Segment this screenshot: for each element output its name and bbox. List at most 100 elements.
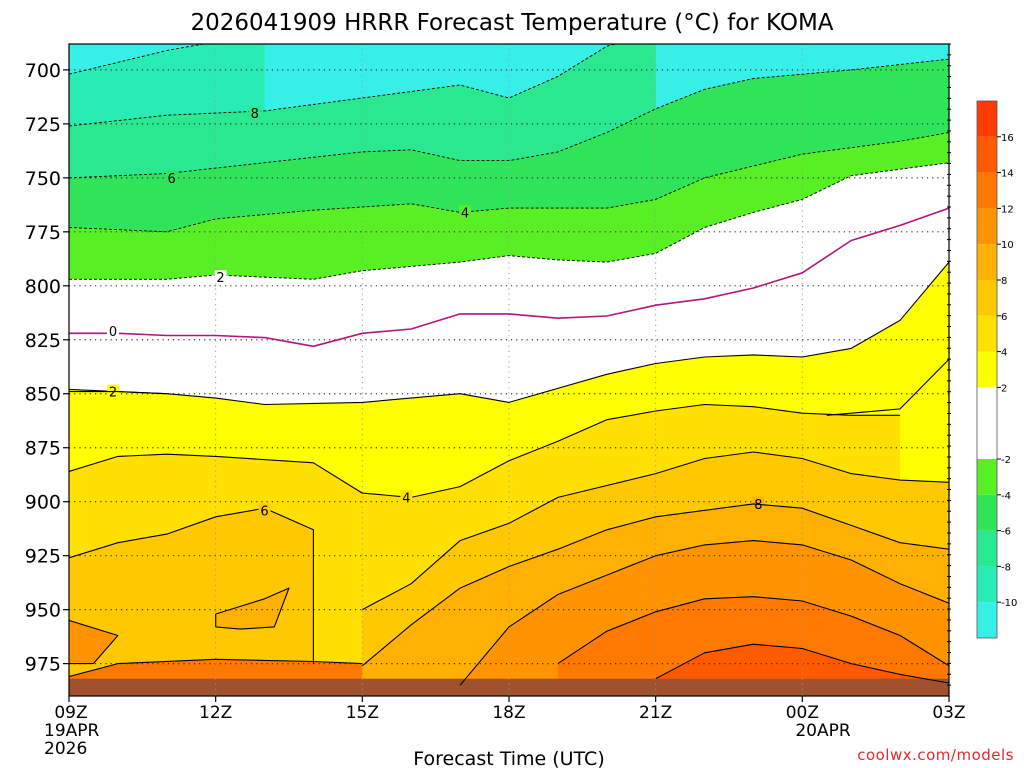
colorbar-label: 16	[1001, 133, 1014, 144]
contour-line-4	[69, 403, 901, 498]
contour-label-2: 2	[109, 386, 117, 401]
y-tick-label-775: 775	[25, 222, 61, 244]
colorbar-label: -4	[1001, 491, 1011, 502]
x-tick-sublabel: 19APR	[44, 721, 100, 741]
contour-line-m10	[69, 44, 207, 75]
contour-line-6	[69, 507, 314, 664]
colorbar-label: -6	[1001, 527, 1011, 538]
y-tick-label-750: 750	[25, 168, 61, 190]
colorbar-bin	[977, 101, 997, 137]
colorbar-label: -2	[1001, 455, 1011, 466]
colorbar-label: 6	[1001, 312, 1007, 323]
contour-label-m8: 8	[251, 107, 259, 122]
colorbar-bin	[977, 494, 997, 531]
colorbar-frame	[976, 100, 998, 639]
colorbar-bin	[977, 172, 997, 209]
contour-label-bg-0	[107, 324, 119, 338]
y-tick-label-700: 700	[25, 60, 61, 82]
band-fill-10	[69, 620, 118, 696]
colorbar-label: 8	[1001, 276, 1007, 287]
contour-label-bg-m8	[248, 106, 261, 120]
y-tick-label-900: 900	[25, 492, 61, 514]
colorbar-bin	[977, 566, 997, 603]
colorbar: 16 14 12 10 8 6 4 2 -2 -4 -6 -8 -10	[976, 100, 1017, 639]
contour-label-0: 0	[109, 325, 117, 340]
colorbar-bin	[977, 387, 997, 459]
colorbar-label: -8	[1001, 562, 1011, 573]
contour-label-m4: 4	[461, 206, 469, 221]
contour-line-10	[459, 540, 949, 686]
contour-label-6: 6	[260, 504, 268, 519]
contour-line-m8	[69, 44, 617, 127]
x-tick-label-18Z: 18Z	[492, 703, 525, 723]
colorbar-bin	[977, 530, 997, 567]
colorbar-bin	[977, 602, 997, 638]
contour-label-bg-8	[752, 496, 765, 510]
chart-title: 2026041909 HRRR Forecast Temperature (°C…	[190, 10, 833, 36]
frame-right-ticks	[947, 43, 951, 686]
x-tick-label-12Z: 12Z	[199, 703, 232, 723]
contour-label-8: 8	[754, 498, 762, 513]
contour-lines: 8 6 4 2 0 2 4 6 8	[69, 44, 949, 686]
contour-line-2	[826, 358, 949, 416]
colorbar-label: 14	[1001, 169, 1014, 180]
x-tick-label-21Z: 21Z	[639, 703, 672, 723]
colorbar-bin	[977, 351, 997, 388]
contour-label-bg-m2	[214, 270, 227, 284]
contour-label-bg-4	[400, 490, 413, 504]
contour-label-bg-m6	[165, 170, 178, 184]
contour-label-bg-6	[258, 503, 271, 517]
colorbar-bin	[977, 315, 997, 352]
ground-strip	[69, 678, 949, 696]
band-fill-6	[69, 508, 314, 696]
contour-line-2	[69, 261, 949, 406]
y-tick-label-825: 825	[25, 330, 61, 352]
x-axis-label: Forecast Time (UTC)	[413, 748, 604, 768]
contour-line-m6	[69, 58, 949, 179]
colorbar-bin	[977, 208, 997, 245]
grid-lines	[69, 44, 949, 696]
contour-label-m2: 2	[216, 271, 224, 286]
colorbar-label: -10	[1001, 598, 1017, 609]
contour-line-m2	[69, 162, 949, 280]
contour-label-4: 4	[402, 491, 410, 506]
credit-text: coolwx.com/models	[857, 746, 1014, 764]
contour-line-12	[557, 596, 949, 667]
y-tick-label-725: 725	[25, 114, 61, 136]
contour-line-0	[69, 207, 949, 348]
y-axis: 700 725 750 775 800 825 850 875 900 925 950 975	[25, 60, 69, 676]
y-tick-label-850: 850	[25, 384, 61, 406]
y-tick-label-925: 925	[25, 546, 61, 568]
x-tick-label-00Z: 00Z	[786, 703, 819, 723]
contour-line-12	[69, 658, 363, 678]
x-tick-label-09Z: 09Z	[54, 703, 87, 723]
y-tick-label-800: 800	[25, 276, 61, 298]
x-tick-sublabel: 2026	[44, 739, 87, 759]
contour-label-bg-m4	[459, 205, 471, 219]
colorbar-bin	[977, 244, 997, 280]
y-tick-label-975: 975	[25, 654, 61, 676]
colorbar-label: 10	[1001, 240, 1014, 251]
contour-line-14	[655, 643, 949, 684]
contour-line-8	[215, 587, 290, 630]
colorbar-bin	[977, 280, 997, 316]
colorbar-bin	[977, 136, 997, 173]
contour-line-2	[69, 391, 167, 395]
contour-label-m6: 6	[168, 172, 176, 187]
contour-line-8	[361, 503, 949, 667]
colorbar-label: 4	[1001, 348, 1007, 359]
x-tick-label-15Z: 15Z	[346, 703, 379, 723]
colorbar-bin	[977, 459, 997, 495]
y-tick-label-875: 875	[25, 438, 61, 460]
plot-area: 8 6 4 2 0 2 4 6 8	[69, 44, 949, 696]
band-fill-8	[215, 588, 289, 630]
x-tick-label-03Z: 03Z	[932, 703, 965, 723]
colorbar-label: 2	[1001, 383, 1007, 394]
contour-line-10	[69, 619, 119, 665]
colorbar-label: 12	[1001, 204, 1014, 215]
x-tick-sublabel: 20APR	[795, 721, 851, 741]
y-tick-label-950: 950	[25, 600, 61, 622]
contour-line-6	[362, 451, 949, 611]
